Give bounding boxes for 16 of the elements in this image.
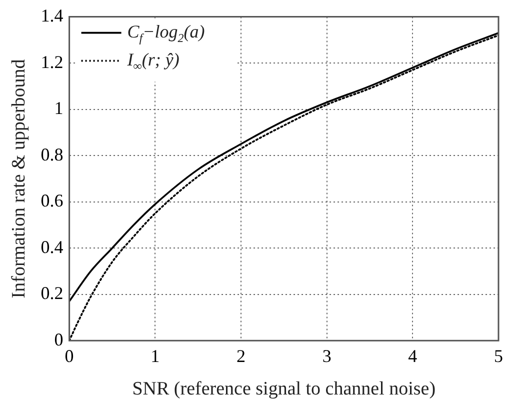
legend-label: I∞(r; ŷ) [126, 50, 180, 73]
y-tick-label: 0.8 [40, 144, 64, 164]
y-tick-label: 1 [54, 98, 64, 118]
y-tick-label: 0 [54, 329, 64, 350]
y-tick-label: 1.2 [40, 52, 64, 72]
y-tick-label: 1.4 [40, 6, 64, 26]
x-tick-label: 4 [408, 346, 418, 366]
x-tick-label: 2 [236, 346, 246, 366]
x-tick-label: 3 [322, 346, 332, 366]
y-tick-label: 0.6 [40, 190, 64, 211]
y-tick-label: 0.2 [40, 283, 64, 304]
y-tick-label: 0.4 [40, 236, 64, 257]
x-axis-title: SNR (reference signal to channel noise) [132, 378, 436, 400]
x-tick-label: 1 [150, 346, 160, 366]
y-axis-title: Information rate & upperbound [8, 58, 30, 298]
x-tick-label: 5 [494, 346, 503, 366]
